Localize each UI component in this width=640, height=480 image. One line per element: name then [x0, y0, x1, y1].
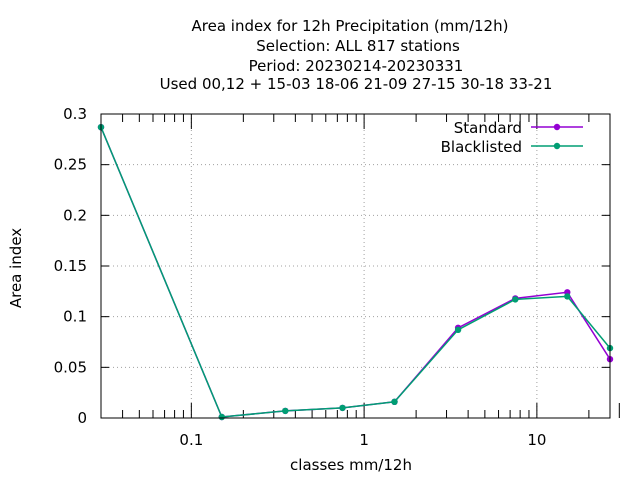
- legend-marker-blacklisted: [553, 142, 561, 150]
- y-tick-label: 0.25: [54, 156, 87, 174]
- axis-ticks: 0 0.05 0.1 0.15 0.2 0.25 0.3 0.1 1 10: [54, 105, 620, 449]
- y-tick-label: 0.2: [63, 206, 87, 224]
- y-tick-label: 0.15: [54, 257, 87, 275]
- x-tick-label: 0.1: [179, 431, 203, 449]
- x-tick-label: 10: [527, 431, 546, 449]
- legend-label-blacklisted: Blacklisted: [441, 138, 522, 156]
- plot-series: [97, 124, 614, 421]
- legend: Standard Blacklisted: [441, 119, 583, 156]
- grid: [101, 114, 610, 418]
- x-axis-label: classes mm/12h: [290, 456, 412, 474]
- data-point-blacklisted: [218, 413, 225, 421]
- x-tick-label: 1: [359, 431, 369, 449]
- legend-label-standard: Standard: [454, 119, 522, 137]
- y-axis-label: Area index: [7, 228, 25, 308]
- y-tick-label: 0.05: [54, 358, 87, 376]
- data-point-blacklisted: [282, 407, 289, 415]
- data-point-blacklisted: [339, 404, 346, 412]
- data-point-blacklisted: [564, 293, 571, 300]
- data-point-blacklisted: [391, 398, 398, 405]
- series-line-blacklisted: [100, 126, 611, 418]
- data-point-blacklisted: [454, 326, 462, 333]
- series-line-standard: [100, 126, 611, 418]
- y-tick-label: 0.3: [63, 105, 87, 123]
- title-line-1: Area index for 12h Precipitation (mm/12h…: [192, 17, 509, 35]
- chart-title: Area index for 12h Precipitation (mm/12h…: [160, 17, 553, 93]
- title-line-4: Used 00,12 + 15-03 18-06 21-09 27-15 30-…: [160, 75, 553, 93]
- y-tick-label: 0.1: [63, 308, 87, 326]
- data-point-blacklisted: [512, 296, 519, 303]
- legend-marker-standard: [553, 123, 561, 131]
- title-line-2: Selection: ALL 817 stations: [256, 37, 460, 55]
- y-tick-label: 0: [77, 409, 87, 427]
- plot-border: [100, 113, 611, 419]
- title-line-3: Period: 20230214-20230331: [249, 57, 464, 75]
